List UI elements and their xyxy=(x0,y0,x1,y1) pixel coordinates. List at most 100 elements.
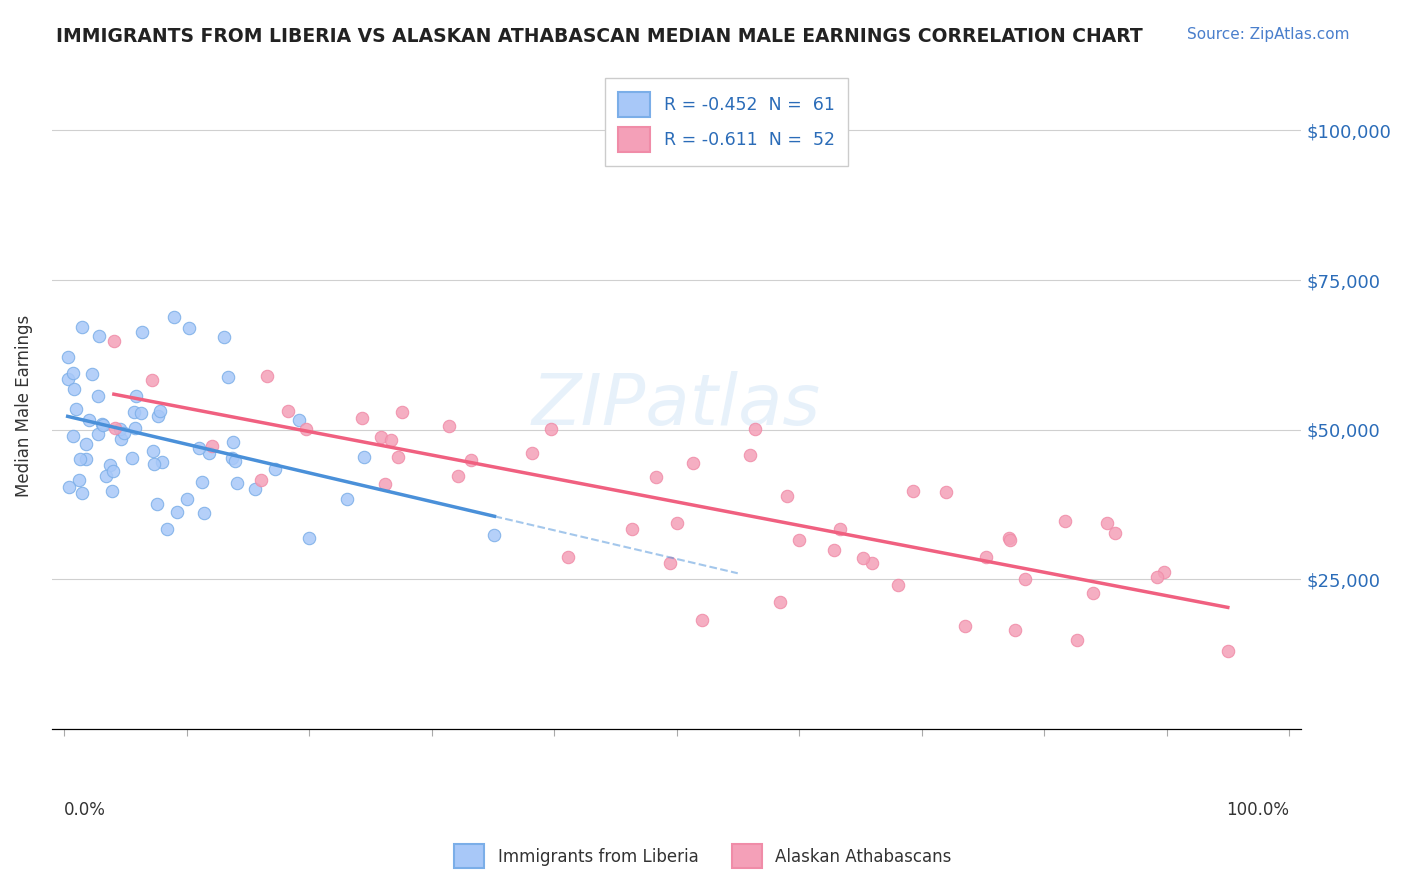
Point xyxy=(391,405,413,419)
Point xyxy=(823,542,845,557)
Point xyxy=(1216,644,1239,658)
Point xyxy=(460,453,482,467)
Point xyxy=(163,310,186,325)
Point xyxy=(148,409,170,423)
Point xyxy=(221,434,243,449)
Point xyxy=(142,443,165,458)
Point xyxy=(124,405,146,419)
Point xyxy=(935,485,957,500)
Point xyxy=(87,329,110,343)
Point xyxy=(62,366,84,380)
Point xyxy=(108,422,131,436)
Point xyxy=(787,533,810,547)
Point xyxy=(1066,633,1088,648)
Point xyxy=(1014,572,1036,586)
Point xyxy=(998,531,1021,545)
Point xyxy=(156,523,179,537)
Point xyxy=(141,373,163,387)
Point xyxy=(197,445,219,459)
Point xyxy=(887,578,910,592)
Y-axis label: Median Male Earnings: Median Male Earnings xyxy=(15,315,32,497)
Point xyxy=(298,531,321,545)
Legend: R = -0.452  N =  61, R = -0.611  N =  52: R = -0.452 N = 61, R = -0.611 N = 52 xyxy=(605,78,848,166)
Point xyxy=(100,484,122,499)
Point xyxy=(101,463,124,477)
Point xyxy=(131,325,153,339)
Point xyxy=(193,507,215,521)
Point xyxy=(520,445,543,459)
Point xyxy=(70,319,93,334)
Point xyxy=(903,484,925,499)
Point xyxy=(350,411,373,425)
Point xyxy=(295,422,318,436)
Point xyxy=(124,420,146,434)
Point xyxy=(110,432,132,446)
Point xyxy=(103,334,125,348)
Point xyxy=(112,425,135,440)
Point xyxy=(336,492,359,507)
Point xyxy=(96,468,118,483)
Point xyxy=(82,368,104,382)
Point xyxy=(149,403,172,417)
Point xyxy=(1095,516,1118,530)
Point xyxy=(557,549,579,564)
Point xyxy=(90,417,112,431)
Point xyxy=(828,522,851,536)
Point xyxy=(769,594,792,608)
Point xyxy=(776,489,799,503)
Point xyxy=(121,450,143,465)
Point xyxy=(77,413,100,427)
Point xyxy=(217,370,239,384)
Point xyxy=(221,451,243,466)
Point xyxy=(974,550,997,565)
Point xyxy=(380,433,402,447)
Point xyxy=(249,473,271,487)
Point xyxy=(87,389,110,403)
Point xyxy=(1153,565,1175,579)
Point xyxy=(65,402,87,417)
Text: 0.0%: 0.0% xyxy=(65,801,105,819)
Point xyxy=(277,403,299,417)
Point xyxy=(225,475,247,490)
Point xyxy=(190,475,212,489)
Point xyxy=(387,450,409,465)
Point xyxy=(176,491,198,506)
Point xyxy=(264,462,287,476)
Point xyxy=(738,448,761,462)
Point xyxy=(146,497,169,511)
Point xyxy=(62,429,84,443)
Point xyxy=(98,458,121,473)
Point xyxy=(484,528,506,542)
Point xyxy=(690,613,713,627)
Point xyxy=(201,439,224,453)
Legend: Immigrants from Liberia, Alaskan Athabascans: Immigrants from Liberia, Alaskan Athabas… xyxy=(447,838,959,875)
Text: 100.0%: 100.0% xyxy=(1226,801,1289,819)
Point xyxy=(353,450,375,465)
Point xyxy=(129,406,152,420)
Point xyxy=(87,427,110,442)
Text: IMMIGRANTS FROM LIBERIA VS ALASKAN ATHABASCAN MEDIAN MALE EARNINGS CORRELATION C: IMMIGRANTS FROM LIBERIA VS ALASKAN ATHAB… xyxy=(56,27,1143,45)
Point xyxy=(659,556,682,570)
Point xyxy=(447,469,470,483)
Point xyxy=(621,522,644,536)
Point xyxy=(1000,533,1022,547)
Point xyxy=(166,505,188,519)
Point xyxy=(682,456,704,470)
Point xyxy=(744,422,766,436)
Text: Source: ZipAtlas.com: Source: ZipAtlas.com xyxy=(1187,27,1350,42)
Point xyxy=(374,476,396,491)
Point xyxy=(1083,585,1105,599)
Point xyxy=(1104,525,1126,540)
Point xyxy=(860,556,883,570)
Point xyxy=(256,368,278,383)
Point xyxy=(645,470,668,484)
Point xyxy=(56,372,79,386)
Point xyxy=(953,619,976,633)
Point xyxy=(75,452,97,467)
Point xyxy=(104,420,127,434)
Point xyxy=(437,418,460,433)
Point xyxy=(287,413,309,427)
Point xyxy=(852,551,875,566)
Point xyxy=(370,430,392,444)
Point xyxy=(188,441,211,455)
